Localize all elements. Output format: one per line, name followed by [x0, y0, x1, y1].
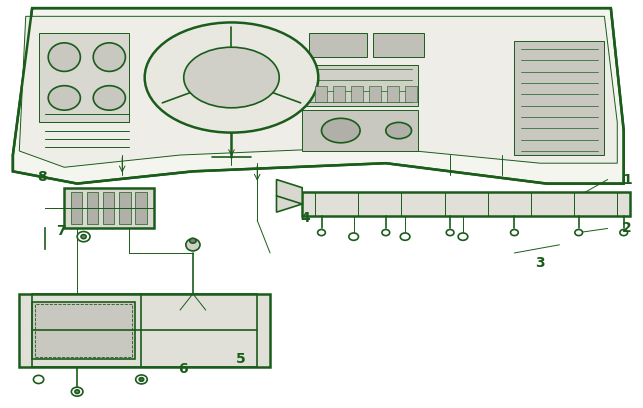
- Ellipse shape: [71, 387, 83, 396]
- Ellipse shape: [322, 118, 360, 143]
- Text: 5: 5: [236, 352, 246, 366]
- Ellipse shape: [458, 233, 467, 240]
- Bar: [302, 65, 418, 106]
- Bar: [302, 110, 418, 151]
- Bar: [309, 33, 367, 57]
- Text: 6: 6: [179, 362, 188, 376]
- Bar: [87, 192, 98, 224]
- Bar: [64, 188, 154, 228]
- Ellipse shape: [386, 122, 412, 139]
- Text: 4: 4: [300, 211, 311, 225]
- Bar: [369, 86, 381, 102]
- Ellipse shape: [48, 43, 80, 71]
- Ellipse shape: [33, 375, 44, 384]
- Bar: [351, 86, 363, 102]
- Bar: [333, 86, 345, 102]
- Bar: [35, 304, 132, 357]
- Ellipse shape: [382, 229, 390, 236]
- Ellipse shape: [93, 86, 125, 110]
- Ellipse shape: [81, 235, 86, 239]
- Bar: [405, 86, 417, 102]
- Bar: [387, 86, 399, 102]
- Bar: [119, 192, 131, 224]
- Circle shape: [145, 22, 318, 133]
- Bar: [135, 192, 147, 224]
- Ellipse shape: [349, 233, 359, 240]
- Ellipse shape: [186, 239, 200, 251]
- Ellipse shape: [400, 233, 410, 240]
- Bar: [39, 33, 129, 122]
- Polygon shape: [302, 192, 630, 216]
- Text: 1: 1: [622, 173, 632, 186]
- Ellipse shape: [75, 390, 80, 393]
- Bar: [373, 33, 424, 57]
- Bar: [103, 192, 114, 224]
- Bar: [71, 192, 82, 224]
- Bar: [514, 41, 604, 155]
- Ellipse shape: [48, 86, 80, 110]
- Ellipse shape: [446, 229, 454, 236]
- Ellipse shape: [575, 229, 583, 236]
- Text: 7: 7: [57, 224, 66, 237]
- Polygon shape: [19, 16, 617, 167]
- Ellipse shape: [136, 375, 147, 384]
- Ellipse shape: [318, 229, 325, 236]
- Polygon shape: [276, 180, 302, 212]
- Ellipse shape: [190, 238, 196, 243]
- Ellipse shape: [140, 378, 144, 381]
- Bar: [315, 86, 327, 102]
- Polygon shape: [19, 294, 270, 367]
- Ellipse shape: [620, 229, 628, 236]
- Polygon shape: [13, 8, 624, 184]
- Text: 2: 2: [622, 222, 632, 235]
- Ellipse shape: [77, 232, 90, 242]
- Bar: [32, 302, 135, 359]
- Ellipse shape: [511, 229, 518, 236]
- Ellipse shape: [93, 43, 125, 71]
- Text: 8: 8: [37, 171, 47, 184]
- Circle shape: [184, 47, 279, 108]
- Text: 3: 3: [536, 256, 545, 270]
